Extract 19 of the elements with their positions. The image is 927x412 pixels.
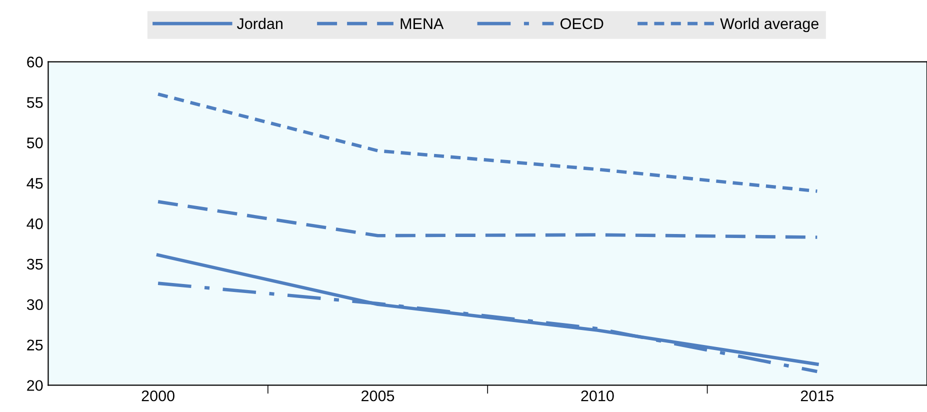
y-tick-label: 55: [26, 97, 43, 108]
y-tick-label: 45: [26, 178, 43, 189]
line-series: [156, 200, 819, 239]
x-tick-label: 2000: [142, 390, 174, 402]
y-tick-label: 40: [26, 218, 43, 230]
y-tick-label: 60: [27, 56, 43, 68]
x-tick-label: 2005: [362, 390, 394, 402]
y-tick-label: 50: [26, 138, 43, 148]
legend-label: Jordan: [236, 18, 282, 30]
line-series: [156, 92, 819, 193]
x-tick-label: 2015: [800, 390, 834, 402]
y-tick-label: 30: [26, 299, 43, 310]
legend-label: MENA: [400, 18, 444, 29]
y-tick-label: 20: [27, 380, 43, 391]
legend-label: OECD: [560, 18, 604, 30]
x-tick-label: 2010: [581, 390, 614, 402]
legend-label: World average: [720, 18, 818, 32]
y-tick-label: 35: [26, 258, 43, 270]
y-tick-label: 25: [27, 340, 43, 350]
